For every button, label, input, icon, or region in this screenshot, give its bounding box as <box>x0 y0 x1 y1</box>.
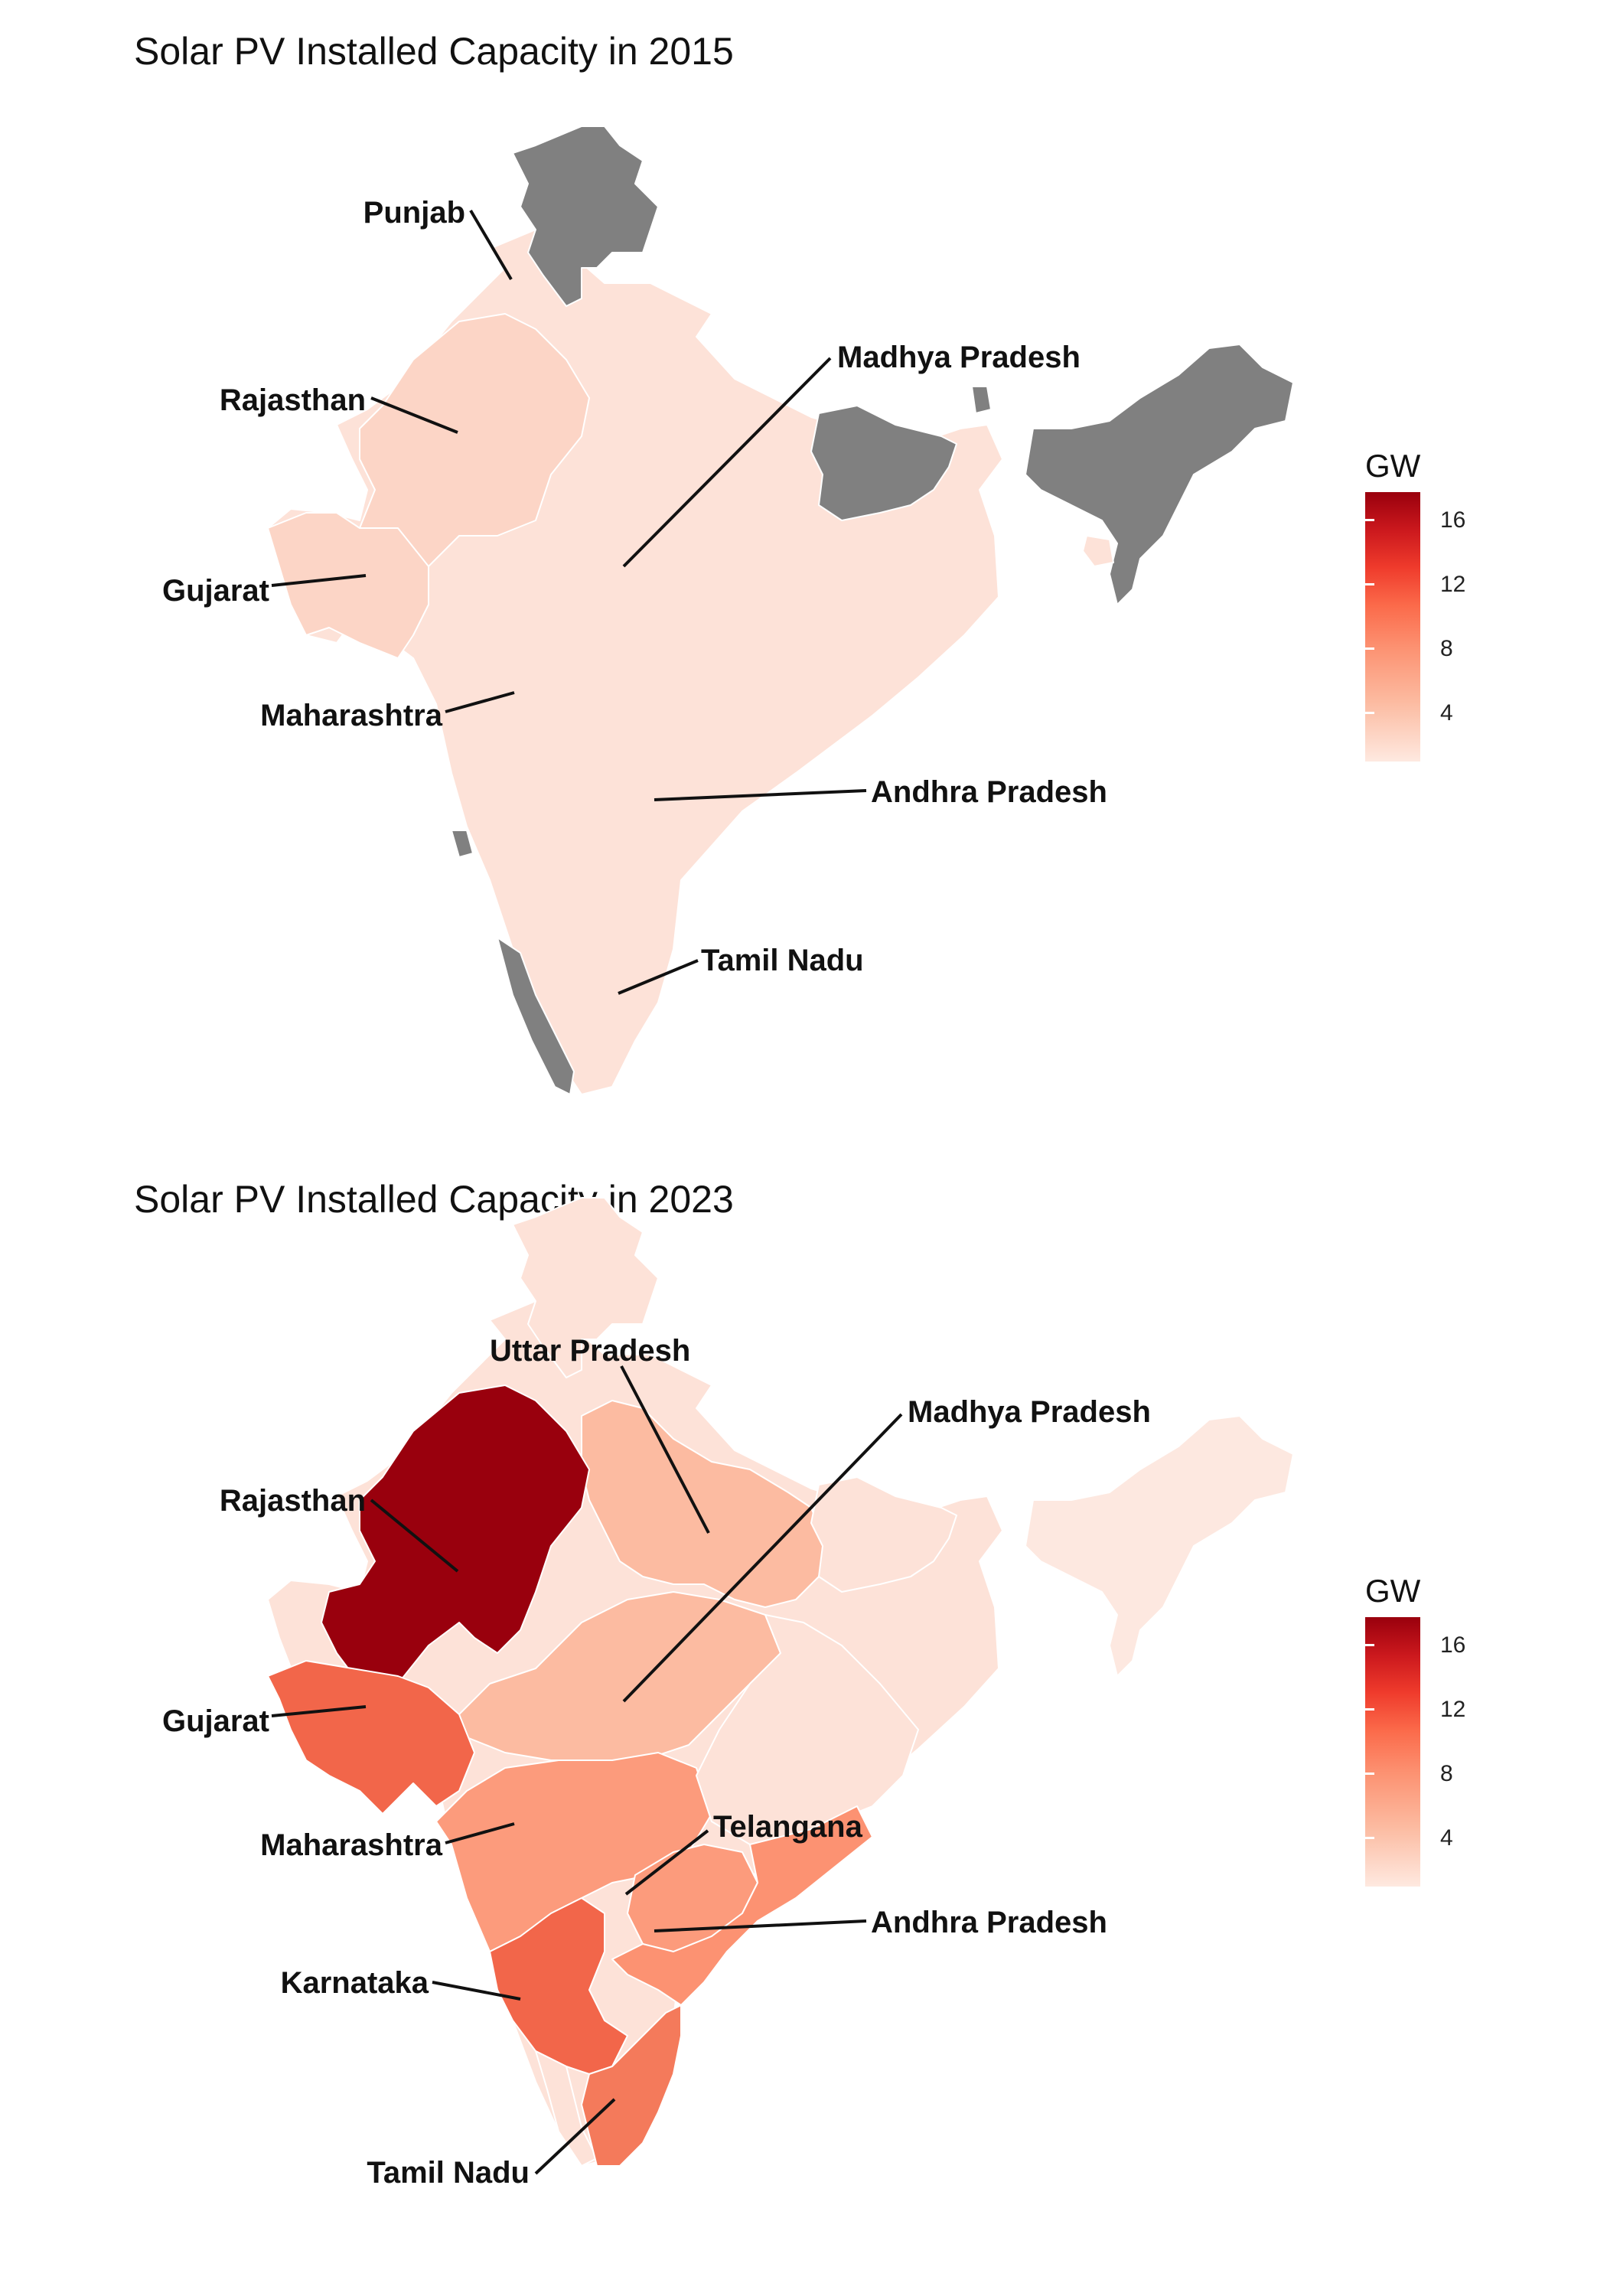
region-goa-nodata <box>451 830 474 858</box>
label-tamil-nadu: Tamil Nadu <box>701 944 864 977</box>
legend-title-2015: GW <box>1365 448 1421 484</box>
legend-colorbar-2023 <box>1365 1617 1420 1887</box>
legend-tick-label-12: 12 <box>1440 1697 1466 1722</box>
leader-tamil-nadu <box>618 959 699 995</box>
region-madhya-pradesh <box>458 1591 781 1761</box>
label-punjab: Punjab <box>363 196 465 230</box>
legend-colorbar-2015 <box>1365 492 1420 762</box>
leader-rajasthan <box>370 1499 459 1573</box>
leader-maharashtra <box>445 1822 515 1844</box>
legend-tick-mark <box>1422 519 1431 521</box>
legend-tick-mark <box>1365 1708 1374 1711</box>
legend-tick-mark <box>1422 1644 1431 1646</box>
label-madhya-pradesh: Madhya Pradesh <box>908 1395 1151 1429</box>
legend-tick-mark <box>1422 712 1431 714</box>
region-tripura <box>1082 535 1114 567</box>
label-andhra-pradesh: Andhra Pradesh <box>871 1906 1107 1939</box>
region-gujarat <box>267 512 429 659</box>
label-rajasthan: Rajasthan <box>220 1484 366 1518</box>
map-panel-2023: Solar PV Installed Capacity in 2023 <box>0 1148 1607 2296</box>
legend-tick-label-12: 12 <box>1440 572 1466 597</box>
region-jammu-kashmir <box>512 1197 659 1378</box>
legend-tick-mark <box>1365 583 1374 585</box>
label-uttar-pradesh: Uttar Pradesh <box>490 1334 690 1368</box>
legend-tick-mark <box>1365 1773 1374 1775</box>
legend-tick-mark <box>1422 1837 1431 1839</box>
legend-tick-mark <box>1365 1644 1374 1646</box>
legend-tick-mark <box>1422 1773 1431 1775</box>
legend-tick-label-8: 8 <box>1440 1761 1453 1786</box>
leader-madhya-pradesh <box>622 1413 903 1703</box>
leader-uttar-pradesh <box>620 1365 710 1534</box>
leader-maharashtra <box>445 691 515 713</box>
label-madhya-pradesh: Madhya Pradesh <box>837 341 1081 374</box>
region-karnataka <box>489 1897 628 2075</box>
leader-andhra-pradesh <box>654 1919 867 1932</box>
label-gujarat: Gujarat <box>162 1704 269 1738</box>
region-rajasthan <box>321 1384 590 1684</box>
region-northeast <box>1025 1415 1294 1677</box>
legend-tick-mark <box>1365 1837 1374 1839</box>
india-map-2015: Punjab Rajasthan Gujarat Maharashtra Mad… <box>162 126 1294 1095</box>
map-title-2023: Solar PV Installed Capacity in 2023 <box>134 1178 734 1221</box>
region-jammu-kashmir-nodata <box>512 126 659 307</box>
leader-karnataka <box>432 1981 521 2001</box>
legend-tick-label-4: 4 <box>1440 1825 1453 1851</box>
legend-tick-mark <box>1365 712 1374 714</box>
legend-tick-mark <box>1422 1708 1431 1711</box>
leader-telangana <box>624 1829 709 1896</box>
region-gujarat <box>267 1660 475 1815</box>
legend-tick-label-8: 8 <box>1440 636 1453 661</box>
leader-gujarat <box>271 1705 367 1717</box>
india-map-2023: Uttar Pradesh Madhya Pradesh Rajasthan G… <box>162 1197 1294 2190</box>
region-kerala-nodata <box>497 937 575 1095</box>
region-northeast-nodata <box>1025 344 1294 605</box>
label-tamil-nadu: Tamil Nadu <box>367 2156 530 2190</box>
legend-tick-mark <box>1422 647 1431 650</box>
label-gujarat: Gujarat <box>162 574 269 608</box>
region-bihar-nodata <box>810 405 957 521</box>
legend-tick-label-16: 16 <box>1440 507 1466 533</box>
map-panel-2015: Solar PV Installed Capacity in 2015 Punj… <box>134 30 1466 1095</box>
label-maharashtra: Maharashtra <box>260 1828 443 1862</box>
leader-gujarat <box>271 574 367 587</box>
legend-tick-mark <box>1422 583 1431 585</box>
region-sikkim-nodata <box>971 386 992 414</box>
leader-andhra-pradesh <box>654 789 867 801</box>
label-rajasthan: Rajasthan <box>220 383 366 417</box>
map-title-2015: Solar PV Installed Capacity in 2015 <box>134 30 734 73</box>
leader-tamil-nadu <box>534 2098 616 2175</box>
legend-tick-label-4: 4 <box>1440 700 1453 726</box>
legend-tick-mark <box>1365 519 1374 521</box>
legend-tick-label-16: 16 <box>1440 1632 1466 1658</box>
leader-madhya-pradesh <box>622 357 832 568</box>
label-andhra-pradesh: Andhra Pradesh <box>871 775 1107 809</box>
legend-tick-mark <box>1365 647 1374 650</box>
legend-title-2023: GW <box>1365 1573 1421 1609</box>
region-tamil-nadu <box>581 2004 682 2167</box>
leader-punjab <box>469 209 513 281</box>
region-bihar <box>810 1476 957 1593</box>
label-karnataka: Karnataka <box>281 1966 429 2000</box>
label-telangana: Telangana <box>713 1810 863 1844</box>
label-maharashtra: Maharashtra <box>260 699 443 732</box>
leader-rajasthan <box>370 396 458 434</box>
